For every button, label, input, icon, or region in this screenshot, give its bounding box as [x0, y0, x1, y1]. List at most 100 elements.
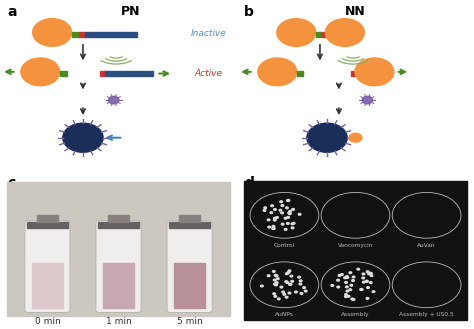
Text: Vancomycin: Vancomycin [338, 242, 373, 248]
Circle shape [273, 270, 275, 272]
Circle shape [344, 277, 346, 279]
Circle shape [392, 192, 461, 238]
Circle shape [32, 18, 72, 47]
Circle shape [345, 294, 347, 295]
Bar [316, 32, 322, 37]
Circle shape [299, 283, 301, 285]
Bar [351, 71, 356, 76]
Circle shape [267, 275, 270, 277]
Circle shape [304, 290, 307, 292]
Circle shape [274, 274, 277, 276]
Circle shape [273, 279, 276, 281]
Circle shape [362, 277, 365, 279]
Circle shape [289, 210, 292, 212]
Circle shape [367, 287, 369, 289]
Circle shape [280, 201, 283, 203]
Bar [37, 215, 58, 222]
Circle shape [352, 299, 355, 300]
Circle shape [283, 293, 286, 295]
Circle shape [277, 298, 280, 300]
Circle shape [352, 276, 355, 278]
Circle shape [346, 286, 348, 288]
Circle shape [273, 219, 276, 221]
Circle shape [291, 280, 293, 282]
Bar [100, 71, 106, 76]
Bar [103, 264, 134, 308]
Circle shape [274, 295, 277, 297]
Circle shape [331, 285, 334, 286]
Circle shape [370, 275, 373, 276]
Circle shape [349, 289, 352, 291]
Circle shape [292, 222, 295, 224]
Circle shape [287, 223, 289, 224]
Circle shape [257, 57, 298, 87]
Text: Assembly: Assembly [341, 312, 370, 317]
Text: c: c [7, 176, 15, 190]
Bar [108, 215, 129, 222]
Bar [32, 264, 63, 308]
Circle shape [287, 199, 290, 201]
Circle shape [273, 209, 276, 210]
Bar [79, 32, 84, 37]
Circle shape [352, 280, 355, 281]
Bar [244, 181, 467, 319]
Circle shape [362, 96, 373, 104]
Circle shape [267, 219, 270, 221]
Bar [170, 222, 210, 228]
Circle shape [63, 123, 103, 152]
Circle shape [292, 209, 294, 210]
Circle shape [372, 291, 375, 292]
Circle shape [273, 293, 275, 294]
Circle shape [337, 286, 339, 288]
Circle shape [284, 217, 287, 219]
Circle shape [363, 281, 365, 283]
Circle shape [355, 57, 394, 87]
FancyBboxPatch shape [25, 221, 70, 313]
Text: AuVan: AuVan [417, 242, 436, 248]
Circle shape [285, 296, 288, 298]
Text: Control: Control [274, 242, 295, 248]
Circle shape [284, 229, 287, 230]
Circle shape [280, 286, 283, 288]
Text: 5 min: 5 min [177, 317, 202, 326]
Circle shape [264, 207, 266, 209]
Circle shape [368, 273, 370, 275]
Circle shape [345, 282, 347, 283]
Circle shape [261, 285, 263, 287]
Circle shape [276, 216, 278, 218]
Circle shape [345, 296, 347, 297]
Circle shape [369, 282, 372, 284]
Circle shape [20, 57, 61, 87]
Text: Active: Active [194, 69, 223, 78]
Circle shape [365, 280, 368, 282]
Circle shape [349, 272, 352, 273]
Circle shape [350, 284, 353, 286]
Circle shape [321, 192, 390, 238]
Circle shape [287, 200, 289, 201]
Text: d: d [244, 176, 254, 190]
Text: a: a [7, 5, 17, 19]
Circle shape [271, 205, 273, 207]
Circle shape [285, 281, 288, 283]
Circle shape [286, 282, 289, 283]
Circle shape [289, 284, 291, 285]
Circle shape [298, 276, 301, 278]
Circle shape [337, 279, 339, 281]
Circle shape [291, 227, 294, 229]
Bar [322, 32, 328, 37]
Circle shape [346, 290, 349, 292]
Circle shape [300, 280, 302, 282]
Bar [72, 32, 79, 37]
Bar [7, 182, 230, 316]
Circle shape [370, 272, 372, 274]
Circle shape [250, 262, 319, 308]
Circle shape [281, 205, 284, 206]
Circle shape [285, 273, 288, 275]
Text: NN: NN [345, 5, 366, 18]
Circle shape [273, 217, 276, 219]
Circle shape [347, 295, 350, 297]
Circle shape [288, 292, 291, 294]
Circle shape [360, 289, 363, 290]
Circle shape [346, 276, 348, 277]
Circle shape [263, 210, 266, 211]
